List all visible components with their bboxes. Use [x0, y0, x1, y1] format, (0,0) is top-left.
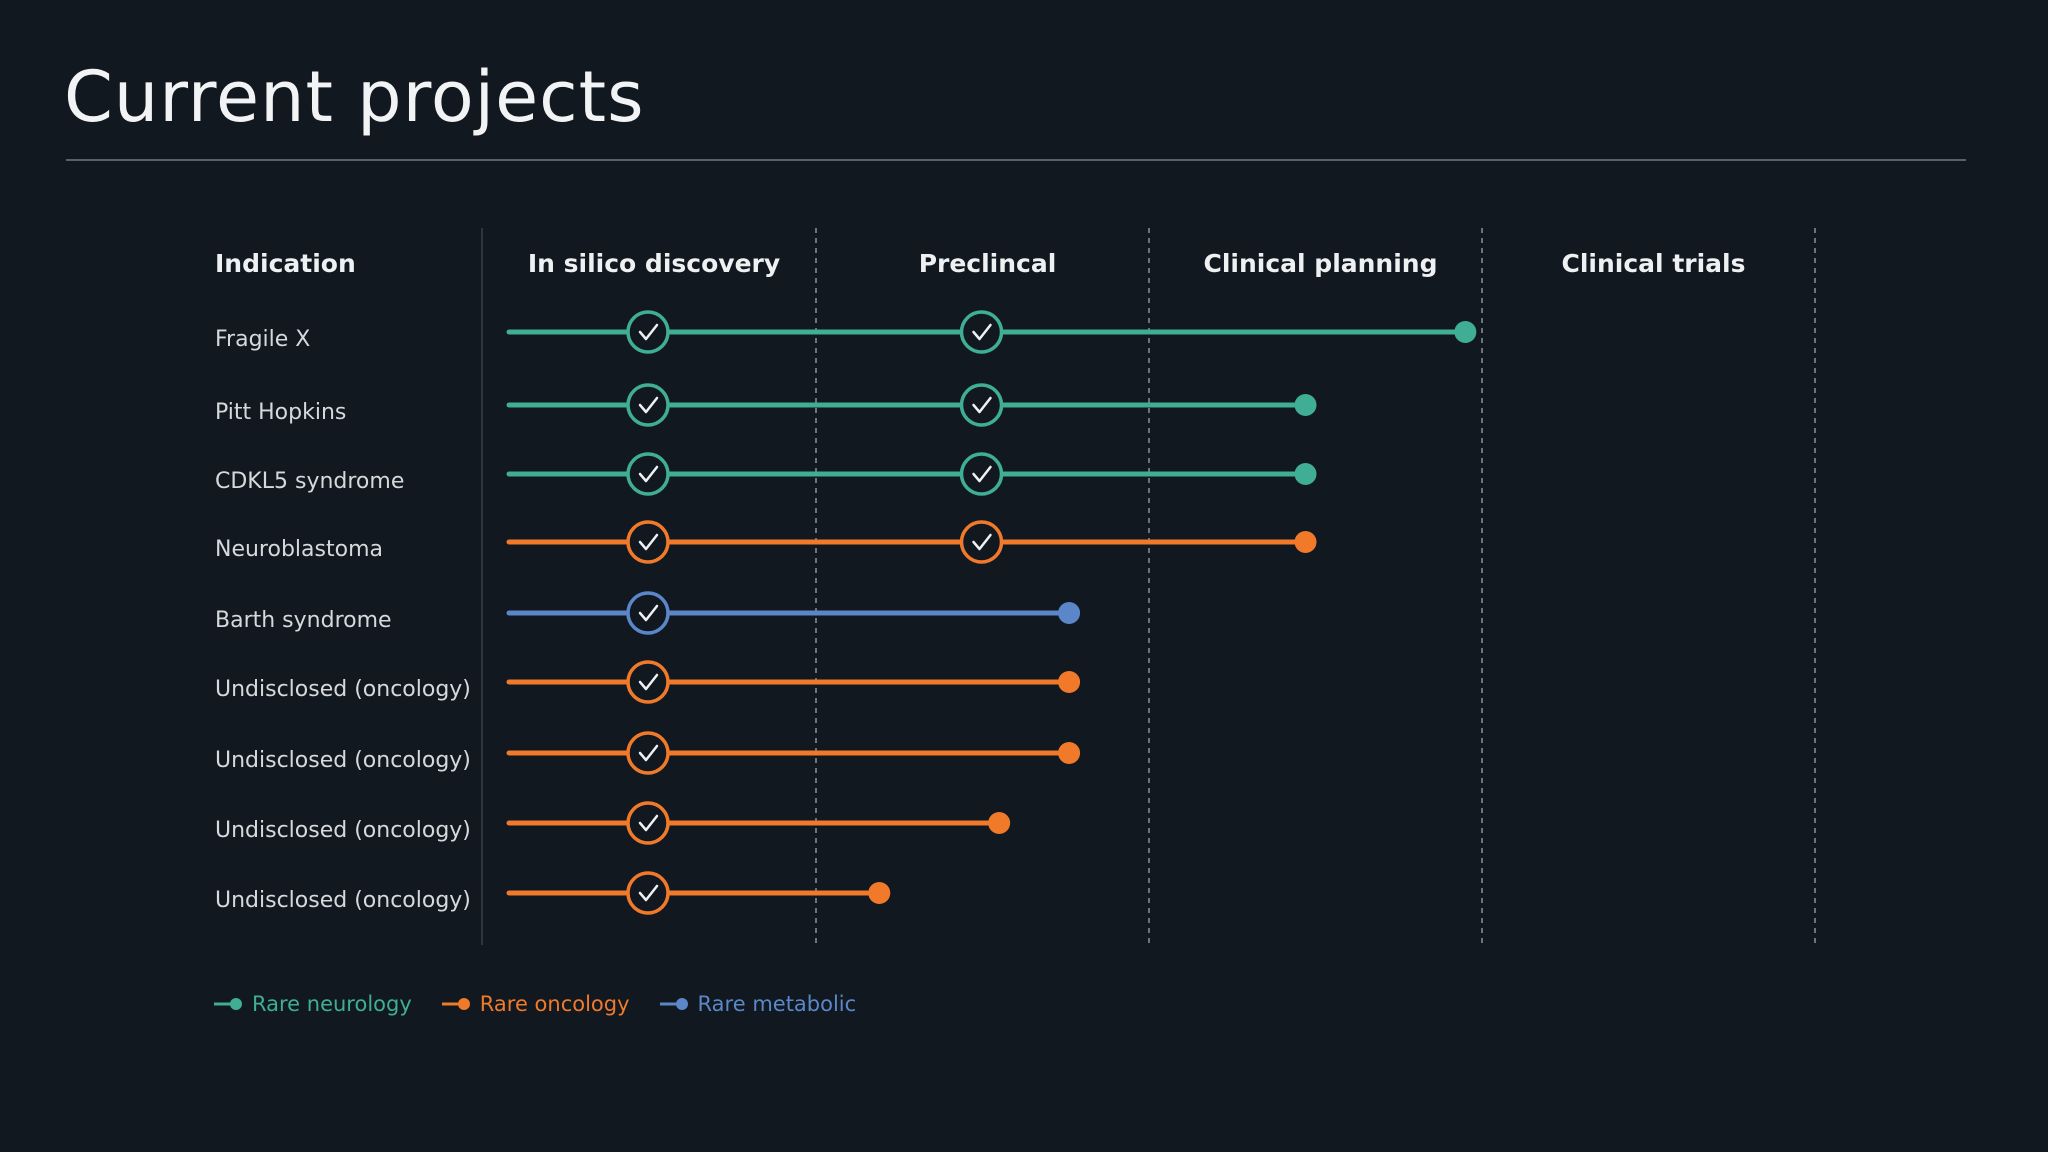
- check-icon: [972, 323, 992, 341]
- page-title: Current projects: [64, 56, 645, 138]
- row-label: Fragile X: [215, 327, 310, 352]
- legend-swatch-icon: [659, 998, 688, 1010]
- stage-complete-marker: [626, 520, 670, 564]
- stage-header: In silico discovery: [528, 249, 780, 278]
- check-icon: [972, 465, 992, 483]
- stage-complete-marker: [626, 871, 670, 915]
- row-label: Pitt Hopkins: [215, 400, 346, 425]
- row-label: Undisclosed (oncology): [215, 818, 471, 843]
- row-label: Undisclosed (oncology): [215, 888, 471, 913]
- stage-complete-marker: [626, 310, 670, 354]
- legend-label: Rare oncology: [479, 992, 630, 1016]
- stage-header: Preclincal: [919, 249, 1057, 278]
- stage-complete-marker: [626, 383, 670, 427]
- row-label: CDKL5 syndrome: [215, 469, 404, 494]
- title-divider: [66, 159, 1966, 161]
- check-icon: [638, 884, 659, 902]
- chart-legend: Rare neurology Rare oncology Rare metaboli…: [214, 992, 856, 1016]
- check-icon: [972, 396, 992, 414]
- stage-complete-marker: [959, 520, 1004, 564]
- progress-end-dot: [1294, 531, 1317, 553]
- check-icon: [638, 604, 659, 622]
- progress-end-dot: [868, 882, 891, 904]
- row-label: Neuroblastoma: [215, 537, 383, 562]
- stage-complete-marker: [959, 310, 1004, 354]
- stage-complete-marker: [959, 452, 1004, 496]
- legend-swatch-icon: [441, 998, 470, 1010]
- progress-end-dot: [1058, 671, 1081, 693]
- progress-end-dot: [1294, 463, 1317, 485]
- progress-end-dot: [988, 812, 1011, 834]
- check-icon: [638, 465, 659, 483]
- progress-end-dot: [1454, 321, 1477, 343]
- legend-item: Rare oncology: [441, 992, 630, 1016]
- legend-label: Rare metabolic: [697, 992, 857, 1016]
- check-icon: [638, 744, 659, 762]
- legend-swatch-icon: [214, 998, 242, 1010]
- legend-item: Rare metabolic: [659, 992, 857, 1016]
- legend-label: Rare neurology: [252, 992, 412, 1016]
- row-label: Undisclosed (oncology): [215, 748, 471, 773]
- row-label: Barth syndrome: [215, 608, 392, 633]
- legend-item: Rare neurology: [214, 992, 412, 1016]
- check-icon: [638, 673, 659, 691]
- stage-header: Clinical planning: [1203, 249, 1437, 278]
- check-icon: [638, 533, 659, 551]
- check-icon: [638, 396, 659, 414]
- check-icon: [972, 533, 992, 551]
- progress-end-dot: [1058, 602, 1081, 624]
- stage-complete-marker: [626, 591, 670, 635]
- stage-complete-marker: [959, 383, 1004, 427]
- stage-complete-marker: [626, 452, 670, 496]
- progress-end-dot: [1058, 742, 1081, 764]
- stage-complete-marker: [626, 801, 670, 845]
- stage-complete-marker: [626, 660, 670, 704]
- progress-end-dot: [1294, 394, 1317, 416]
- check-icon: [638, 323, 659, 341]
- stage-complete-marker: [626, 731, 670, 775]
- stage-header: Clinical trials: [1562, 249, 1746, 278]
- indication-header: Indication: [215, 249, 356, 278]
- check-icon: [638, 814, 659, 832]
- row-label: Undisclosed (oncology): [215, 677, 471, 702]
